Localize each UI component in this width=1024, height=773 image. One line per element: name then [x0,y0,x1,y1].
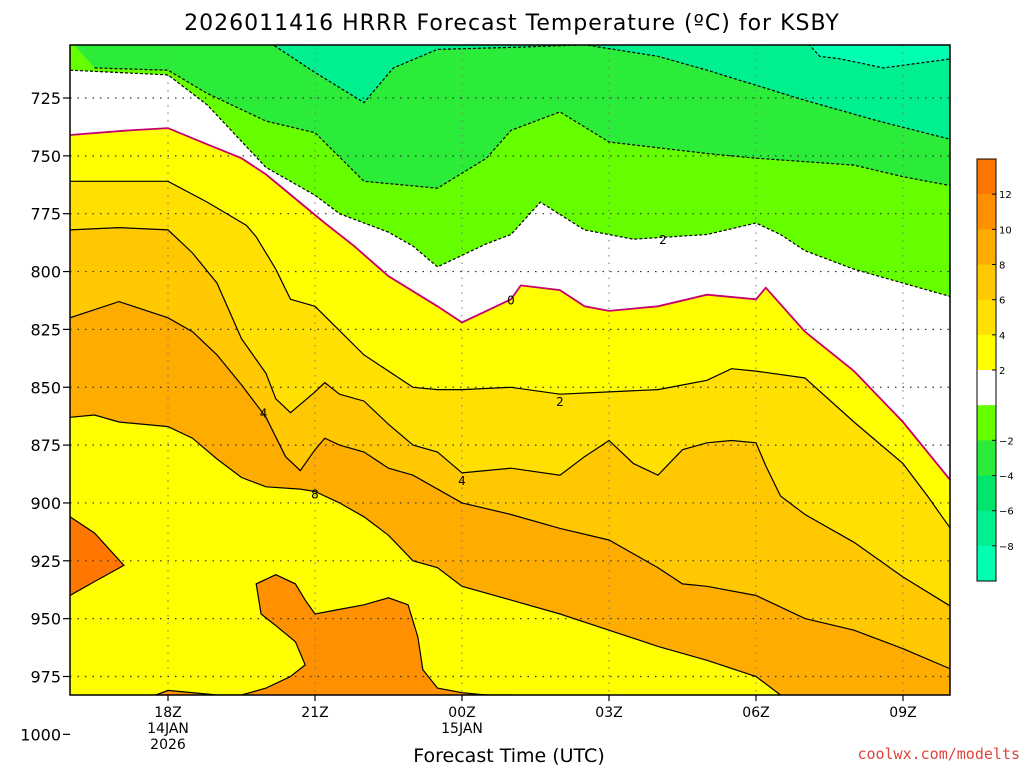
y-tick-label: 825 [30,320,61,339]
isotherm--4 [94,67,950,189]
plot-frame [69,44,951,696]
colorbar-swatch [977,545,996,582]
y-tick-label: 725 [30,89,61,108]
colorbar-legend: 12 10 8 6 4 2 −2 −4 −6 −8 [976,158,1014,582]
x-tick-label: 18Z [154,705,181,721]
isotherm-0 [70,127,950,482]
contour-label: 4 [458,474,466,488]
y-tick-label: 875 [30,436,61,455]
y-tick-label: 975 [30,668,61,687]
colorbar-swatch [977,510,996,547]
contour-label: 2 [659,233,667,247]
colorbar-tick-label: −6 [999,507,1014,518]
isotherm-6 [70,300,950,670]
y-axis: 725 750 775 800 825 850 875 900 925 950 975 1000 [20,89,70,744]
colorbar-swatch [977,229,996,265]
colorbar-tick-label: −2 [999,436,1014,447]
temperature-band-12 [70,516,124,596]
colorbar-swatch [977,475,996,512]
y-tick-label: 800 [30,263,61,282]
contour-label: 0 [507,293,515,307]
colorbar-swatch [977,334,996,371]
colorbar-tick-label: 2 [999,366,1005,377]
colorbar-swatch [977,264,996,301]
isotherm-12 [70,516,125,597]
x-tick-label: 21Z [301,705,328,721]
y-tick-label: 750 [30,147,61,166]
x-tick-label: 2026 [150,737,186,753]
y-tick-label: 950 [30,610,61,629]
isotherm--10 [808,45,950,69]
contour-label: 2 [556,395,564,409]
temperature-band--8 [273,45,950,140]
y-tick-label: 1000 [20,725,61,744]
isotherm-10 [154,574,518,695]
isotherm--2 [70,69,950,298]
temperature-band--4 [74,45,950,189]
plot-area: 2 0 2 4 4 8 [69,44,952,735]
colorbar-swatch [977,370,996,406]
colorbar-swatch [977,159,996,195]
x-tick-label: 15JAN [441,721,483,737]
x-tick-label: 00Z [448,705,475,721]
x-tick-label: 14JAN [147,721,189,737]
isotherm-8 [70,414,784,695]
x-tick-label: 09Z [889,705,916,721]
colorbar-tick-label: 12 [999,190,1012,201]
y-tick-label: 775 [30,205,61,224]
isotherm-2 [70,180,950,529]
colorbar-swatch [977,405,996,441]
colorbar-tick-label: −8 [999,542,1014,553]
temperature-band--10 [809,45,950,68]
y-tick-label: 925 [30,552,61,571]
isotherm--8 [272,45,950,140]
contour-label: 4 [260,407,268,421]
colorbar-swatch [977,299,996,336]
x-tick-label: 03Z [595,705,622,721]
y-tick-label: 850 [30,378,61,397]
colorbar-tick-label: 6 [999,296,1005,307]
x-tick-label: 06Z [742,705,769,721]
source-credit: coolwx.com/modelts [857,745,1020,763]
colorbar-tick-label: −4 [999,472,1014,483]
colorbar-tick-label: 4 [999,331,1005,342]
x-axis-label: Forecast Time (UTC) [413,745,604,767]
colorbar-tick-label: 10 [999,225,1012,236]
colorbar-tick-label: 8 [999,261,1005,272]
ground-surface-edge [70,721,952,735]
y-tick-label: 900 [30,494,61,513]
colorbar-swatch [977,194,996,230]
contour-label: 8 [311,488,319,502]
chart-title: 2026011416 HRRR Forecast Temperature (ºC… [184,11,840,36]
isotherm-4 [70,226,950,607]
colorbar-swatch [977,440,996,476]
